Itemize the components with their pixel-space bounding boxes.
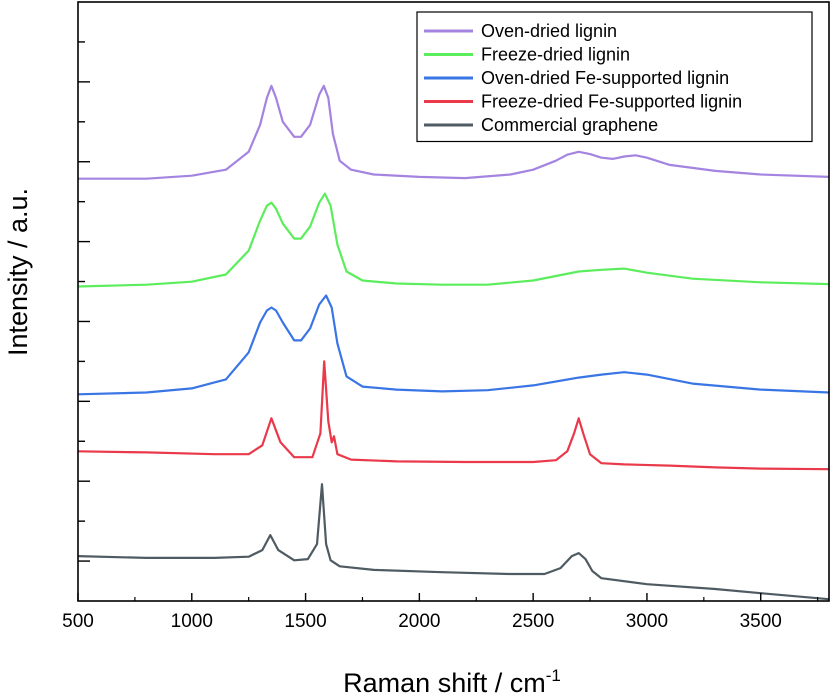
series-line-5 (78, 483, 829, 601)
legend-label-5: Commercial graphene (481, 115, 658, 135)
x-axis-title-main: Raman shift / cm (343, 668, 546, 698)
x-tick-label: 2000 (398, 611, 440, 632)
series-layer (78, 84, 829, 601)
x-tick-label: 500 (62, 611, 94, 632)
legend-label-3: Oven-dried Fe-supported lignin (481, 68, 729, 88)
series-line-4 (78, 360, 829, 471)
x-tick-label: 3000 (626, 611, 668, 632)
x-tick-label: 1500 (284, 611, 326, 632)
y-axis-title: Intensity / a.u. (3, 188, 33, 356)
legend-label-4: Freeze-dried Fe-supported lignin (481, 92, 742, 112)
x-axis-title-superscript: -1 (546, 666, 561, 685)
legend: Oven-dried lignin Freeze-dried lignin Oven… (416, 11, 813, 143)
axes-layer: 500 1000 1500 2000 2500 3000 3500 (62, 1, 830, 632)
legend-label-1: Oven-dried lignin (481, 21, 617, 41)
x-tick-label: 1000 (171, 611, 213, 632)
series-line-1 (78, 84, 829, 180)
x-tick-label: 3500 (740, 611, 782, 632)
plot-frame (77, 1, 830, 602)
legend-label-2: Freeze-dried lignin (481, 45, 630, 65)
series-line-3 (78, 294, 829, 396)
legend-box (416, 11, 813, 143)
x-tick-label: 2500 (512, 611, 554, 632)
x-axis-title: Raman shift / cm-1 (343, 666, 561, 698)
series-line-2 (78, 192, 829, 288)
